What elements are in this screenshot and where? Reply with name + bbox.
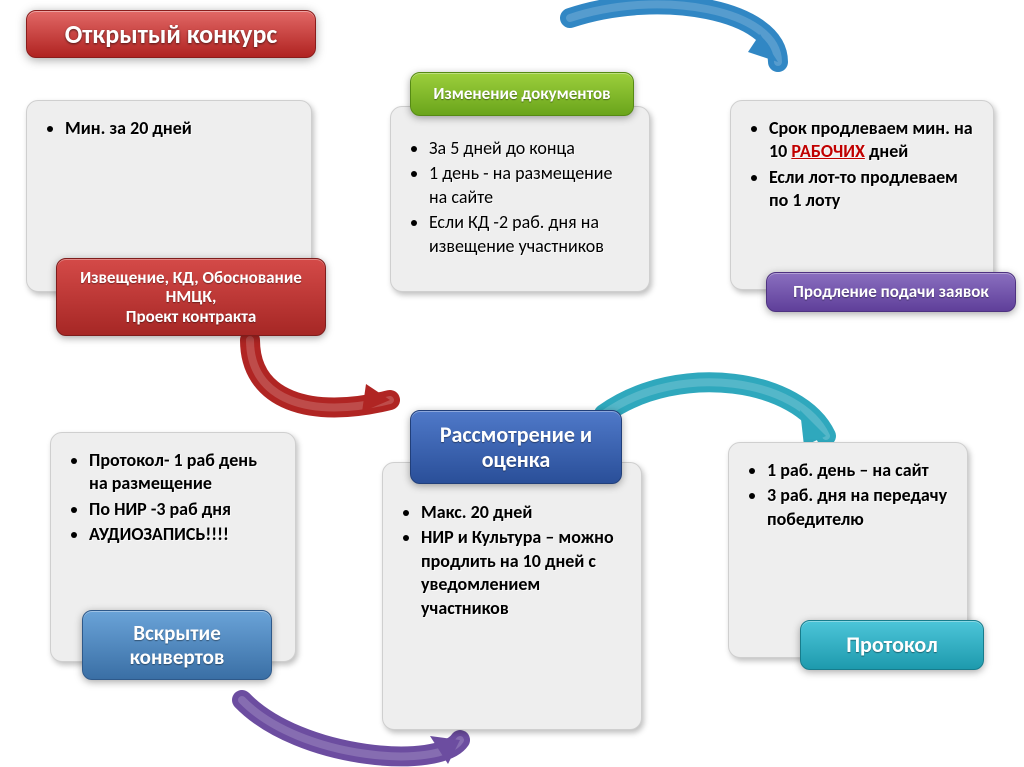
tab-b5: Рассмотрение и оценка bbox=[410, 410, 622, 484]
tab-b3: Продление подачи заявок bbox=[766, 272, 1016, 312]
bullet-item: 1 день - на размещение на сайте bbox=[429, 162, 631, 209]
content-box-b3: Срок продлеваем мин. на 10 РАБОЧИХ днейЕ… bbox=[730, 100, 994, 290]
bullet-list: Протокол- 1 раб день на размещениеПо НИР… bbox=[71, 449, 277, 547]
page-title-text: Открытый конкурс bbox=[65, 18, 278, 50]
tab-label: Извещение, КД, Обоснование НМЦК,Проект к… bbox=[67, 268, 315, 327]
a-title-to-b2 bbox=[570, 4, 778, 62]
a-b5-to-b6 bbox=[604, 382, 826, 446]
a-b1-to-b5 bbox=[250, 340, 390, 412]
bullet-item: За 5 дней до конца bbox=[429, 137, 631, 160]
bullet-list: Макс. 20 днейНИР и Культура – можно прод… bbox=[403, 501, 623, 620]
bullet-item: 1 раб. день – на сайт bbox=[767, 459, 949, 482]
bullet-item: По НИР -3 раб дня bbox=[89, 498, 277, 521]
content-box-b5: Макс. 20 днейНИР и Культура – можно прод… bbox=[382, 462, 642, 730]
bullet-list: Мин. за 20 дней bbox=[47, 117, 293, 140]
tab-label: Изменение документов bbox=[433, 84, 610, 104]
bullet-item: НИР и Культура – можно продлить на 10 дн… bbox=[421, 526, 623, 620]
page-title: Открытый конкурс bbox=[26, 10, 316, 58]
bullet-item: Если лот-то продлеваем по 1 лоту bbox=[769, 166, 975, 213]
bullet-list: За 5 дней до конца1 день - на размещение… bbox=[411, 137, 631, 258]
content-box-b2: За 5 дней до конца1 день - на размещение… bbox=[390, 106, 650, 292]
tab-label: Рассмотрение и оценка bbox=[421, 422, 611, 473]
bullet-item: Протокол- 1 раб день на размещение bbox=[89, 449, 277, 496]
tab-b4: Вскрытие конвертов bbox=[82, 610, 272, 680]
tab-b2: Изменение документов bbox=[410, 72, 634, 116]
tab-label: Вскрытие конвертов bbox=[93, 621, 261, 669]
bullet-item: Мин. за 20 дней bbox=[65, 117, 293, 140]
bullet-item: Срок продлеваем мин. на 10 РАБОЧИХ дней bbox=[769, 117, 975, 164]
bullet-list: Срок продлеваем мин. на 10 РАБОЧИХ днейЕ… bbox=[751, 117, 975, 213]
tab-label: Протокол bbox=[846, 632, 938, 657]
bullet-item: 3 раб. дня на передачу победителю bbox=[767, 484, 949, 531]
bullet-item: Если КД -2 раб. дня на извещение участни… bbox=[429, 211, 631, 258]
tab-label: Продление подачи заявок bbox=[793, 282, 989, 302]
bullet-item: Макс. 20 дней bbox=[421, 501, 623, 524]
tab-b1: Извещение, КД, Обоснование НМЦК,Проект к… bbox=[56, 258, 326, 336]
tab-b6: Протокол bbox=[800, 620, 984, 670]
bullet-list: 1 раб. день – на сайт3 раб. дня на перед… bbox=[749, 459, 949, 531]
bullet-item: АУДИОЗАПИСЬ!!!! bbox=[89, 523, 277, 546]
